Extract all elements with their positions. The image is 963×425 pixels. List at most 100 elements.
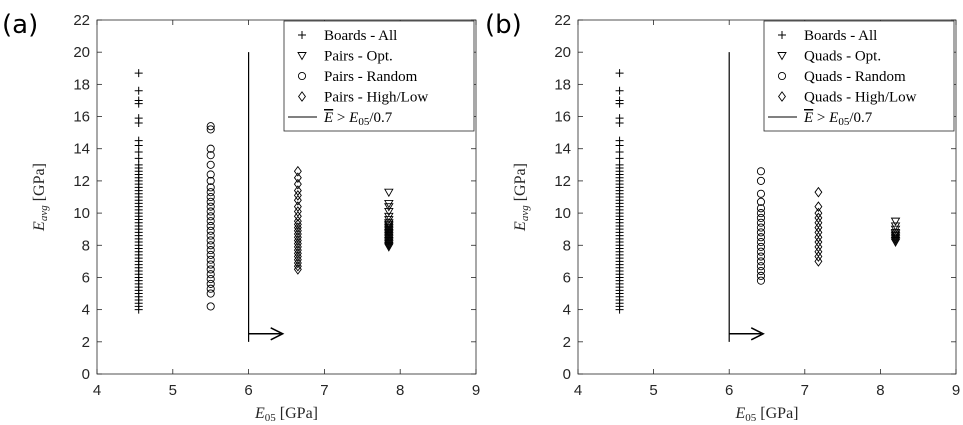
data-point-a-3-16 (293, 210, 302, 222)
data-point-a-2-2 (206, 284, 215, 293)
data-point-a-2-4 (206, 275, 215, 284)
data-point-b-3-4 (814, 236, 823, 248)
y-tick-label-b-11: 22 (554, 12, 571, 29)
y-tick-label-a-1: 2 (82, 334, 90, 351)
legend-marker-b-0 (778, 31, 786, 39)
data-point-b-0-53 (615, 96, 624, 105)
data-point-a-3-7 (293, 241, 302, 253)
data-point-a-2-1 (206, 289, 215, 298)
x-tick-label-b-3: 7 (801, 382, 809, 399)
data-point-b-2-15 (756, 204, 766, 213)
data-point-b-3-1 (814, 251, 823, 262)
legend-label-threshold-b: E > E05/0.7 (803, 110, 873, 128)
data-point-a-3-9 (293, 235, 302, 246)
data-point-a-3-3 (293, 254, 302, 266)
data-point-b-2-19 (756, 167, 766, 176)
series-a-0 (134, 69, 143, 314)
x-tick-label-b-4: 8 (876, 382, 884, 399)
y-tick-label-b-8: 16 (554, 109, 571, 126)
series-b-0 (615, 69, 624, 314)
data-point-b-2-8 (756, 238, 766, 247)
data-point-b-2-6 (756, 247, 766, 256)
y-tick-label-a-4: 8 (82, 237, 90, 254)
data-point-a-3-0 (293, 264, 302, 275)
data-point-a-3-15 (293, 215, 302, 227)
data-point-b-2-7 (756, 242, 766, 251)
data-point-a-3-18 (293, 201, 302, 213)
data-point-a-2-14 (206, 226, 215, 235)
data-point-a-2-9 (206, 250, 215, 259)
x-tick-label-a-3: 7 (320, 382, 328, 399)
x-tick-label-a-4: 8 (396, 382, 404, 399)
data-point-a-2-26 (206, 160, 215, 169)
data-point-a-3-11 (293, 228, 302, 240)
legend-label-b-1: Quads - Opt. (804, 49, 881, 65)
data-point-a-3-4 (293, 251, 302, 262)
data-point-a-2-28 (206, 144, 215, 153)
data-point-b-2-16 (756, 197, 766, 206)
data-point-b-2-2 (756, 266, 766, 276)
data-point-b-2-12 (756, 218, 766, 227)
data-point-b-2-11 (756, 223, 766, 232)
legend-label-a-2: Pairs - Random (324, 69, 418, 85)
data-point-b-2-4 (756, 257, 766, 266)
legend-label-a-0: Boards - All (324, 28, 397, 44)
data-point-a-2-16 (206, 217, 215, 226)
legend-b: Boards - All Quads - Opt. Quads - Random Qu… (763, 20, 955, 132)
legend-label-a-1: Pairs - Opt. (324, 49, 393, 65)
data-point-b-1-3 (890, 233, 901, 243)
y-tick-label-a-11: 22 (73, 12, 90, 29)
data-point-a-3-10 (293, 231, 302, 243)
data-point-b-3-9 (814, 212, 823, 224)
data-point-a-2-19 (206, 202, 215, 211)
data-point-a-2-0 (206, 302, 215, 311)
y-tick-label-b-7: 14 (554, 141, 571, 158)
y-tick-label-b-6: 12 (554, 173, 571, 190)
y-tick-label-a-7: 14 (73, 141, 90, 158)
data-point-a-3-6 (293, 244, 302, 256)
y-tick-label-b-1: 2 (563, 334, 571, 351)
data-point-a-0-49 (134, 136, 143, 145)
legend-marker-a-1 (297, 52, 307, 61)
y-axis-label-a: Eavg [GPa] (31, 163, 50, 232)
panel-label-b: (b) (485, 10, 522, 40)
data-point-b-2-14 (756, 209, 766, 218)
legend-marker-a-3 (298, 91, 306, 102)
data-point-a-2-21 (206, 192, 215, 202)
data-point-a-3-5 (293, 247, 302, 259)
data-point-a-2-12 (206, 236, 215, 245)
data-point-a-3-24 (293, 165, 302, 177)
legend-marker-b-2 (777, 71, 787, 81)
y-tick-label-a-3: 6 (82, 269, 90, 286)
data-point-b-2-1 (756, 271, 766, 280)
data-point-a-3-21 (293, 185, 302, 196)
data-point-a-2-10 (206, 246, 215, 255)
y-tick-label-b-4: 8 (563, 237, 571, 254)
data-point-a-2-3 (206, 279, 215, 288)
data-point-b-2-5 (756, 252, 766, 261)
data-point-a-3-23 (293, 172, 302, 184)
data-point-b-2-10 (756, 228, 766, 237)
data-point-a-2-13 (206, 231, 215, 240)
legend-label-b-2: Quads - Random (804, 69, 906, 85)
series-a-3 (293, 165, 302, 275)
legend-label-a-3: Pairs - High/Low (324, 90, 428, 106)
y-tick-label-b-3: 6 (563, 269, 571, 286)
data-point-a-1-12 (384, 224, 394, 233)
data-point-a-2-25 (206, 170, 215, 179)
data-point-b-3-3 (814, 241, 823, 253)
data-point-a-2-27 (206, 151, 215, 160)
x-tick-label-b-1: 5 (649, 382, 657, 399)
data-point-b-0-55 (615, 69, 624, 78)
legend-label-threshold-a: E > E05/0.7 (323, 110, 393, 128)
data-point-a-3-1 (293, 260, 302, 272)
x-tick-label-b-5: 9 (952, 382, 960, 399)
data-point-b-3-6 (814, 227, 823, 238)
x-tick-label-a-0: 4 (93, 382, 101, 399)
data-point-a-3-17 (293, 206, 302, 217)
data-point-a-2-24 (206, 176, 215, 185)
series-a-2 (206, 122, 215, 311)
data-point-b-3-2 (814, 246, 823, 258)
data-point-a-2-20 (206, 197, 215, 206)
data-point-b-0-54 (615, 86, 624, 95)
